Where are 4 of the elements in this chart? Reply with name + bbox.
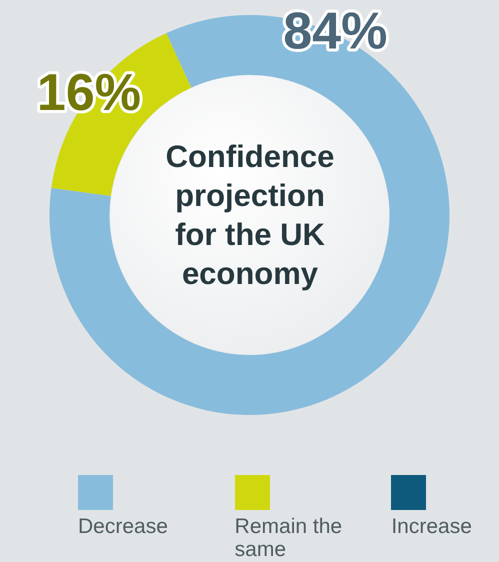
legend-label: Remain the same	[234, 515, 344, 561]
text: Confidence projection for the UK economy	[164, 138, 336, 293]
legend-label: Decrease	[78, 515, 169, 538]
legend-label: Increase	[391, 515, 473, 538]
